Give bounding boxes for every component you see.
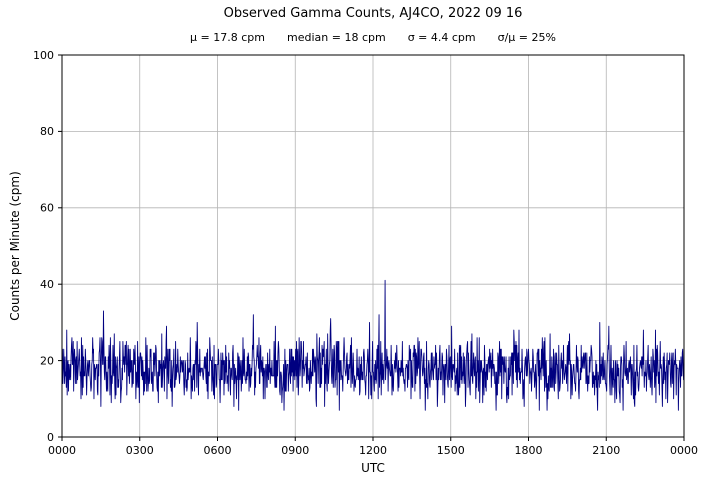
x-tick-label: 0300 xyxy=(126,444,154,457)
y-tick-label: 20 xyxy=(40,354,54,367)
stat-mu: μ = 17.8 cpm xyxy=(190,31,265,44)
stats-line: μ = 17.8 cpm median = 18 cpm σ = 4.4 cpm… xyxy=(62,31,684,44)
x-tick-label: 0600 xyxy=(204,444,232,457)
y-tick-label: 80 xyxy=(40,125,54,138)
y-tick-label: 60 xyxy=(40,202,54,215)
stat-median: median = 18 cpm xyxy=(287,31,386,44)
x-tick-label: 0000 xyxy=(670,444,698,457)
x-tick-label: 1500 xyxy=(437,444,465,457)
y-tick-label: 0 xyxy=(47,431,54,444)
x-axis-label: UTC xyxy=(361,461,385,475)
stat-sigma: σ = 4.4 cpm xyxy=(407,31,476,44)
x-tick-label: 2100 xyxy=(592,444,620,457)
y-tick-label: 40 xyxy=(40,278,54,291)
stat-sigma-over-mu: σ/μ = 25% xyxy=(497,31,556,44)
x-tick-label: 1800 xyxy=(515,444,543,457)
data-line-gamma-counts xyxy=(61,279,685,411)
chart-title: Observed Gamma Counts, AJ4CO, 2022 09 16 xyxy=(223,6,523,21)
y-tick-label: 100 xyxy=(33,49,54,62)
x-tick-label: 0900 xyxy=(281,444,309,457)
x-tick-label: 0000 xyxy=(48,444,76,457)
x-tick-label: 1200 xyxy=(359,444,387,457)
